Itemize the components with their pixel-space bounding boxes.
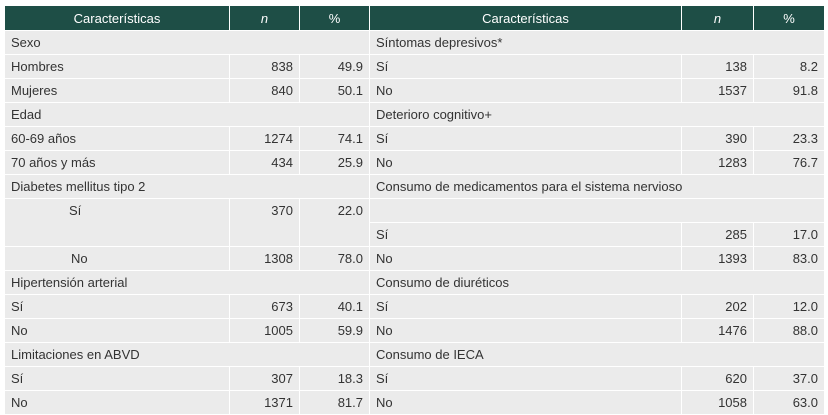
spacer-cell	[369, 198, 825, 223]
row-percent: 91.8	[753, 78, 825, 103]
row-percent: 18.3	[299, 366, 370, 391]
row-n: 1308	[229, 246, 300, 271]
row-percent: 23.3	[753, 126, 825, 151]
table-row: No 1371 81.7 No 1058 63.0	[4, 390, 825, 415]
table-row: No 1308 78.0 No 1393 83.0	[4, 246, 825, 271]
row-percent: 22.0	[299, 198, 370, 247]
row-percent: 12.0	[753, 294, 825, 319]
row-label: Sí	[4, 198, 230, 247]
table-row: Sí 285 17.0	[5, 222, 825, 247]
header-characteristics-left: Características	[4, 5, 230, 31]
table-row: 60-69 años 1274 74.1 Sí 390 23.3	[4, 126, 825, 151]
row-n: 840	[229, 78, 300, 103]
table-row: Hipertensión arterial Consumo de diuréti…	[4, 270, 825, 295]
group-label-consumo-medicamentos-sn: Consumo de medicamentos para el sistema …	[369, 174, 825, 199]
row-n: 307	[229, 366, 300, 391]
row-label: Sí	[369, 366, 682, 391]
header-n-right: n	[681, 5, 754, 31]
row-n: 138	[681, 54, 754, 79]
table-row: Sí 307 18.3 Sí 620 37.0	[4, 366, 825, 391]
row-n: 202	[681, 294, 754, 319]
table-row: 70 años y más 434 25.9 No 1283 76.7	[4, 150, 825, 175]
row-label: No	[369, 246, 682, 271]
row-percent: 78.0	[299, 246, 370, 271]
table-row: Mujeres 840 50.1 No 1537 91.8	[4, 78, 825, 103]
row-label: No	[4, 246, 230, 271]
row-label: 70 años y más	[4, 150, 230, 175]
row-percent: 74.1	[299, 126, 370, 151]
row-n: 1476	[681, 318, 754, 343]
group-label-deterioro-cognitivo: Deterioro cognitivo+	[369, 102, 825, 127]
row-label: Sí	[369, 294, 682, 319]
header-characteristics-right: Características	[369, 5, 682, 31]
row-label: Sí	[4, 366, 230, 391]
row-n: 1371	[229, 390, 300, 415]
row-percent: 8.2	[753, 54, 825, 79]
row-n: 1274	[229, 126, 300, 151]
top-strip	[0, 0, 828, 4]
row-label: 60-69 años	[4, 126, 230, 151]
row-percent: 49.9	[299, 54, 370, 79]
group-label-consumo-ieca: Consumo de IECA	[369, 342, 825, 367]
table-row: Hombres 838 49.9 Sí 138 8.2	[4, 54, 825, 79]
row-label: No	[369, 318, 682, 343]
group-label-hipertension: Hipertensión arterial	[4, 270, 370, 295]
row-n: 370	[229, 198, 300, 247]
row-label: Sí	[369, 54, 682, 79]
row-n: 1005	[229, 318, 300, 343]
row-percent: 59.9	[299, 318, 370, 343]
header-percent-left: %	[299, 5, 370, 31]
group-label-limitaciones-abvd: Limitaciones en ABVD	[4, 342, 370, 367]
group-label-edad: Edad	[4, 102, 370, 127]
table-row: Sí 673 40.1 Sí 202 12.0	[4, 294, 825, 319]
row-n: 1283	[681, 150, 754, 175]
row-n: 838	[229, 54, 300, 79]
header-row: Características n % Características n %	[4, 5, 825, 31]
row-label: Sí	[369, 126, 682, 151]
group-label-sexo: Sexo	[4, 30, 370, 55]
group-label-sintomas-depresivos: Síntomas depresivos*	[369, 30, 825, 55]
row-label: No	[4, 390, 230, 415]
row-label: No	[369, 150, 682, 175]
row-percent: 81.7	[299, 390, 370, 415]
header-percent-right: %	[753, 5, 825, 31]
table-row: Sexo Síntomas depresivos*	[4, 30, 825, 55]
row-n: 620	[681, 366, 754, 391]
characteristics-table: Características n % Características n % …	[4, 5, 825, 415]
row-n: 1058	[681, 390, 754, 415]
row-percent: 37.0	[753, 366, 825, 391]
row-n: 285	[681, 222, 754, 247]
header-n-left: n	[229, 5, 300, 31]
row-percent: 76.7	[753, 150, 825, 175]
row-percent: 17.0	[753, 222, 825, 247]
row-label: Sí	[369, 222, 682, 247]
row-n: 390	[681, 126, 754, 151]
row-percent: 25.9	[299, 150, 370, 175]
row-n: 434	[229, 150, 300, 175]
group-label-consumo-diureticos: Consumo de diuréticos	[369, 270, 825, 295]
table-row: Sí 370 22.0	[4, 198, 825, 247]
row-n: 1393	[681, 246, 754, 271]
row-percent: 63.0	[753, 390, 825, 415]
row-label: Hombres	[4, 54, 230, 79]
row-label: No	[4, 318, 230, 343]
row-label: Sí	[4, 294, 230, 319]
row-percent: 88.0	[753, 318, 825, 343]
row-label: No	[369, 78, 682, 103]
group-label-diabetes: Diabetes mellitus tipo 2	[4, 174, 370, 199]
table-row: Edad Deterioro cognitivo+	[4, 102, 825, 127]
table-row: Limitaciones en ABVD Consumo de IECA	[4, 342, 825, 367]
row-percent: 40.1	[299, 294, 370, 319]
row-percent: 83.0	[753, 246, 825, 271]
row-label: No	[369, 390, 682, 415]
table-row: No 1005 59.9 No 1476 88.0	[4, 318, 825, 343]
row-label: Mujeres	[4, 78, 230, 103]
table-row: Diabetes mellitus tipo 2 Consumo de medi…	[4, 174, 825, 199]
row-n: 673	[229, 294, 300, 319]
row-n: 1537	[681, 78, 754, 103]
row-percent: 50.1	[299, 78, 370, 103]
